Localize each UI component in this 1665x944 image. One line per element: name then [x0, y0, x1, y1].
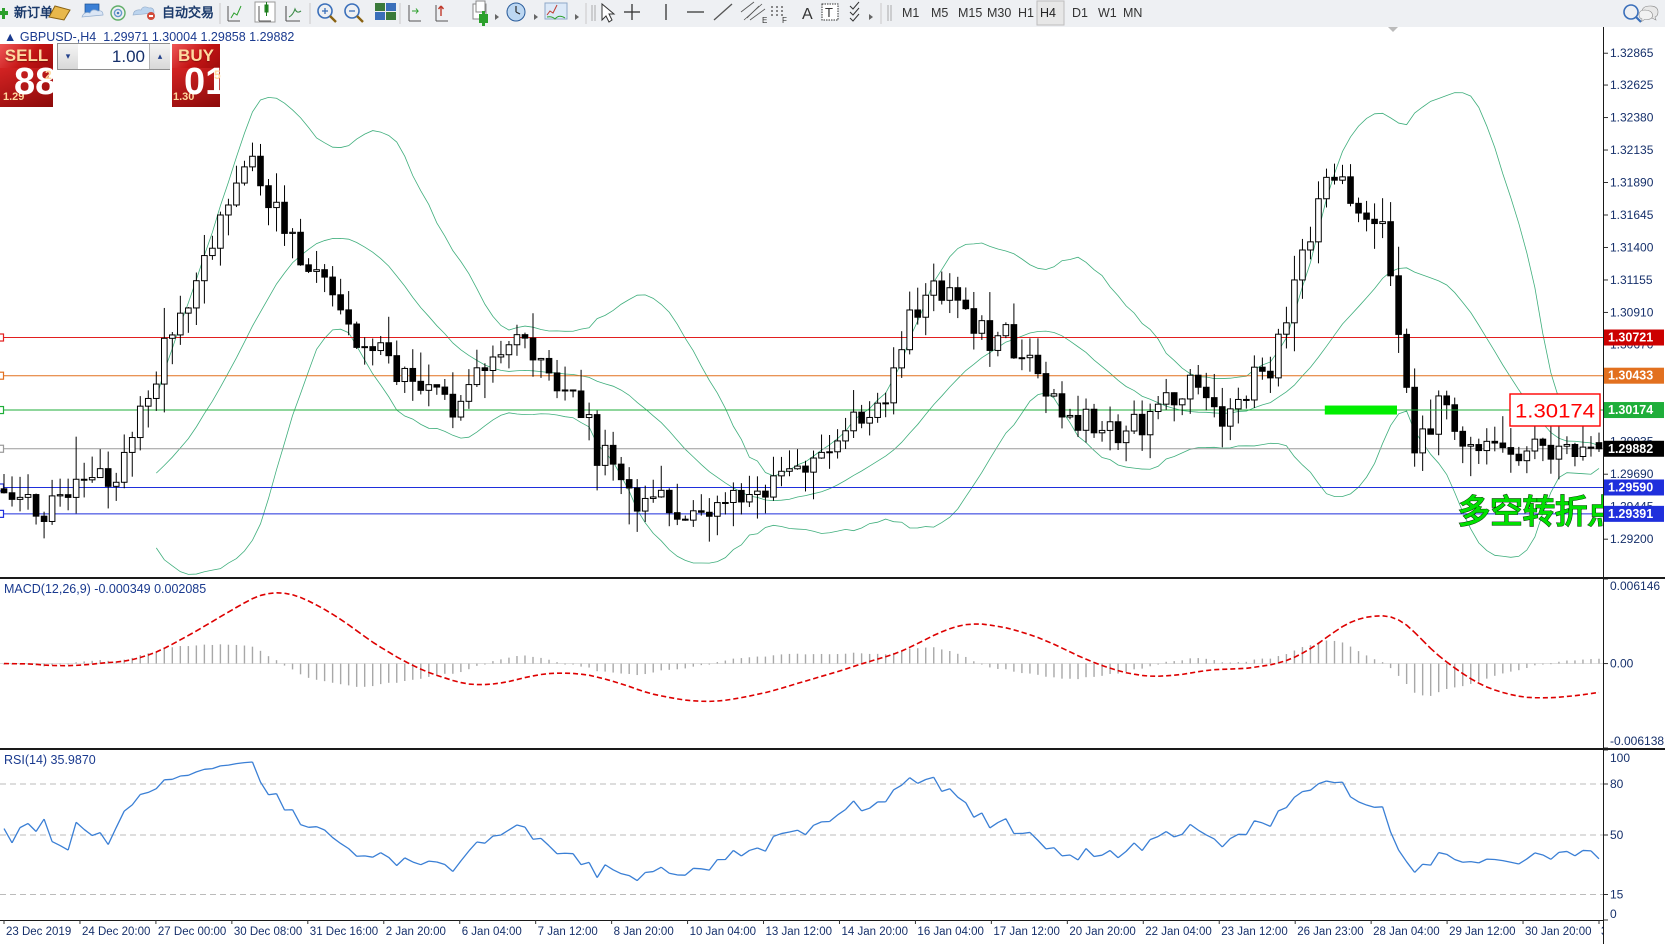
- svg-text:-0.006138: -0.006138: [1610, 734, 1664, 748]
- svg-text:0: 0: [1610, 907, 1617, 921]
- svg-text:MN: MN: [1123, 6, 1142, 20]
- svg-text:A: A: [802, 6, 813, 23]
- svg-text:M15: M15: [958, 6, 982, 20]
- svg-text:14 Jan 20:00: 14 Jan 20:00: [841, 926, 908, 938]
- svg-text:F: F: [782, 16, 787, 25]
- svg-text:1.30910: 1.30910: [1610, 305, 1654, 319]
- svg-text:M5: M5: [931, 6, 948, 20]
- svg-text:22 Jan 04:00: 22 Jan 04:00: [1145, 926, 1212, 938]
- svg-text:31 Dec 16:00: 31 Dec 16:00: [310, 926, 378, 938]
- svg-text:E: E: [762, 16, 767, 25]
- svg-text:30 Jan 20:00: 30 Jan 20:00: [1525, 926, 1592, 938]
- svg-text:T: T: [825, 5, 833, 20]
- svg-text:1.30174: 1.30174: [1515, 402, 1595, 423]
- svg-text:1.29882: 1.29882: [1608, 442, 1653, 456]
- svg-text:1.32625: 1.32625: [1610, 78, 1654, 92]
- svg-text:多空转折点: 多空转折点: [1458, 493, 1603, 530]
- svg-text:28 Jan 04:00: 28 Jan 04:00: [1373, 926, 1440, 938]
- svg-text:24 Dec 20:00: 24 Dec 20:00: [82, 926, 150, 938]
- svg-text:10 Jan 04:00: 10 Jan 04:00: [690, 926, 757, 938]
- svg-text:17 Jan 12:00: 17 Jan 12:00: [993, 926, 1060, 938]
- svg-text:1.31890: 1.31890: [1610, 176, 1654, 190]
- svg-text:80: 80: [1610, 777, 1624, 791]
- svg-text:50: 50: [1610, 828, 1624, 842]
- svg-text:1.31645: 1.31645: [1610, 208, 1654, 222]
- svg-text:6 Jan 04:00: 6 Jan 04:00: [462, 926, 522, 938]
- svg-text:1.30721: 1.30721: [1608, 331, 1653, 345]
- svg-text:M1: M1: [902, 6, 919, 20]
- svg-text:1.30174: 1.30174: [1608, 403, 1653, 417]
- svg-text:23 Dec 2019: 23 Dec 2019: [6, 926, 71, 938]
- svg-text:7 Jan 12:00: 7 Jan 12:00: [538, 926, 598, 938]
- svg-text:1.32135: 1.32135: [1610, 143, 1654, 157]
- svg-text:100: 100: [1610, 751, 1630, 765]
- svg-text:1.31155: 1.31155: [1610, 273, 1653, 287]
- svg-text:1.29200: 1.29200: [1610, 532, 1654, 546]
- svg-text:自动交易: 自动交易: [162, 5, 214, 20]
- svg-text:13 Jan 12:00: 13 Jan 12:00: [766, 926, 833, 938]
- svg-text:H4: H4: [1040, 6, 1056, 20]
- svg-text:8 Jan 20:00: 8 Jan 20:00: [614, 926, 674, 938]
- svg-text:15: 15: [1610, 888, 1624, 902]
- svg-text:M30: M30: [987, 6, 1011, 20]
- svg-text:1.32380: 1.32380: [1610, 111, 1654, 125]
- svg-text:1.29690: 1.29690: [1610, 467, 1654, 481]
- svg-text:新订单: 新订单: [14, 5, 53, 20]
- svg-text:H1: H1: [1018, 6, 1034, 20]
- svg-text:29 Jan 12:00: 29 Jan 12:00: [1449, 926, 1516, 938]
- svg-text:1.31400: 1.31400: [1610, 240, 1654, 254]
- svg-text:0.006146: 0.006146: [1610, 579, 1660, 593]
- svg-text:1.30433: 1.30433: [1608, 369, 1653, 383]
- svg-text:1.29391: 1.29391: [1608, 507, 1653, 521]
- svg-text:27 Dec 00:00: 27 Dec 00:00: [158, 926, 226, 938]
- svg-text:16 Jan 04:00: 16 Jan 04:00: [917, 926, 984, 938]
- svg-text:0.00: 0.00: [1610, 657, 1634, 671]
- svg-text:1.29590: 1.29590: [1608, 480, 1653, 494]
- svg-text:30 Dec 08:00: 30 Dec 08:00: [234, 926, 302, 938]
- svg-text:26 Jan 23:00: 26 Jan 23:00: [1297, 926, 1364, 938]
- svg-text:2 Jan 20:00: 2 Jan 20:00: [386, 926, 446, 938]
- svg-text:D1: D1: [1072, 6, 1088, 20]
- svg-text:20 Jan 20:00: 20 Jan 20:00: [1069, 926, 1136, 938]
- svg-text:W1: W1: [1098, 6, 1117, 20]
- svg-text:1.32865: 1.32865: [1610, 46, 1654, 60]
- svg-text:23 Jan 12:00: 23 Jan 12:00: [1221, 926, 1288, 938]
